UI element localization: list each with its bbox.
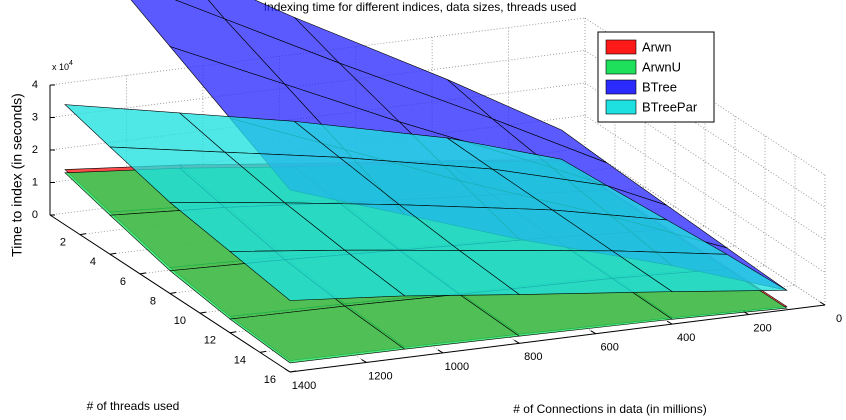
legend-label: BTreePar: [642, 99, 698, 114]
z-scale-base: x 10: [52, 62, 69, 72]
z-axis-title: Time to index (in seconds): [9, 93, 25, 257]
x-tick: [590, 330, 596, 335]
legend: Arwn ArwnU BTree BTreePar: [597, 31, 715, 123]
y-tick-label: 8: [150, 295, 156, 307]
x-axis-title: # of Connections in data (in millions): [513, 402, 706, 416]
y-tick: [109, 252, 117, 255]
z-tick-label: 4: [32, 79, 38, 91]
x-tick: [743, 311, 749, 316]
x-tick-label: 400: [677, 332, 695, 344]
z-tick-label: 0: [32, 209, 38, 221]
x-tick-label: 800: [524, 351, 542, 363]
y-tick-label: 14: [234, 354, 246, 366]
x-tick-label: 0: [836, 313, 842, 325]
y-tick: [229, 331, 237, 334]
z-scale-exponent: 4: [69, 60, 73, 67]
y-tick-label: 12: [204, 335, 216, 347]
y-tick: [259, 350, 267, 353]
z-tick-label: 3: [32, 111, 38, 123]
surface-patch: [229, 305, 406, 364]
y-axis-title: # of threads used: [87, 399, 180, 413]
x-tick-label: 1400: [292, 380, 316, 392]
x-axis: [289, 304, 826, 373]
x-tick-label: 200: [753, 322, 771, 334]
legend-label: ArwnU: [642, 59, 681, 74]
y-tick: [169, 292, 177, 294]
y-tick-label: 6: [120, 276, 126, 288]
legend-swatch: [605, 79, 637, 95]
x-tick: [514, 339, 520, 344]
y-tick-label: 10: [174, 315, 186, 327]
x-tick-label: 600: [601, 342, 619, 354]
y-tick: [79, 233, 87, 236]
chart-title: Indexing time for different indices, dat…: [264, 0, 577, 14]
axes: 0123424681012141602004006008001000120014…: [32, 79, 842, 392]
y-tick-label: 2: [60, 237, 66, 249]
z-tick-label: 2: [32, 144, 38, 156]
y-tick: [139, 272, 147, 275]
legend-swatch: [605, 99, 637, 115]
y-tick-label: 16: [264, 374, 276, 386]
y-tick-label: 4: [90, 256, 96, 268]
x-tick: [666, 320, 673, 325]
x-tick-label: 1200: [368, 370, 392, 382]
y-tick: [289, 370, 297, 373]
x-tick: [819, 301, 826, 306]
surfaces: [64, 0, 788, 364]
x-tick-label: 1000: [445, 361, 469, 373]
legend-label: Arwn: [642, 39, 672, 54]
legend-swatch: [605, 39, 637, 55]
x-tick: [284, 368, 291, 373]
x-tick: [361, 358, 367, 363]
z-tick-label: 1: [32, 176, 38, 188]
z-scale: x 104: [52, 60, 73, 73]
legend-swatch: [605, 59, 637, 75]
y-tick: [199, 311, 207, 314]
x-tick: [437, 349, 444, 354]
legend-label: BTree: [642, 79, 677, 94]
surface-patch: [229, 249, 406, 301]
